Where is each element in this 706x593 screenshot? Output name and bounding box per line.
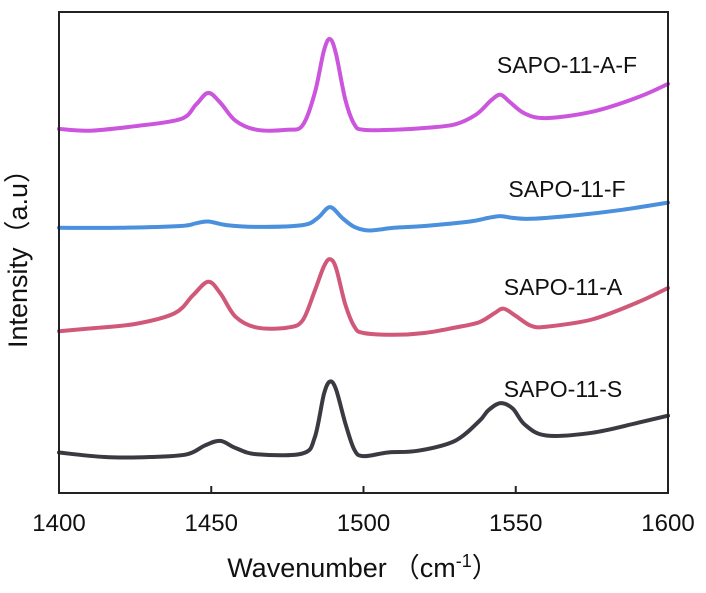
x-tick-label-1450: 1450 bbox=[185, 510, 238, 537]
series-label-sapo-11-f: SAPO-11-F bbox=[508, 176, 625, 202]
series-line-sapo-11-f bbox=[57, 200, 670, 233]
series-line-sapo-11-a bbox=[57, 257, 670, 337]
series-line-sapo-11-a-f bbox=[57, 36, 670, 133]
x-ticks-group: 1400 1450 1500 1550 1600 bbox=[32, 486, 695, 537]
x-tick-label-1500: 1500 bbox=[337, 510, 390, 537]
series-line-sapo-11-s bbox=[57, 379, 670, 460]
series-labels-group: SAPO-11-A-F SAPO-11-F SAPO-11-A SAPO-11-S bbox=[497, 52, 637, 402]
plot-frame bbox=[58, 11, 669, 494]
series-group bbox=[57, 36, 670, 460]
series-label-sapo-11-s: SAPO-11-S bbox=[504, 376, 622, 402]
series-label-sapo-11-a: SAPO-11-A bbox=[504, 274, 623, 300]
y-axis-title: Intensity（a.u） bbox=[3, 156, 33, 348]
x-tick-label-1550: 1550 bbox=[489, 510, 542, 537]
series-label-sapo-11-a-f: SAPO-11-A-F bbox=[497, 52, 637, 78]
x-tick-label-1400: 1400 bbox=[32, 510, 85, 537]
x-axis-title: Wavenumber （cm-1） bbox=[227, 551, 499, 583]
x-tick-label-1600: 1600 bbox=[641, 510, 694, 537]
